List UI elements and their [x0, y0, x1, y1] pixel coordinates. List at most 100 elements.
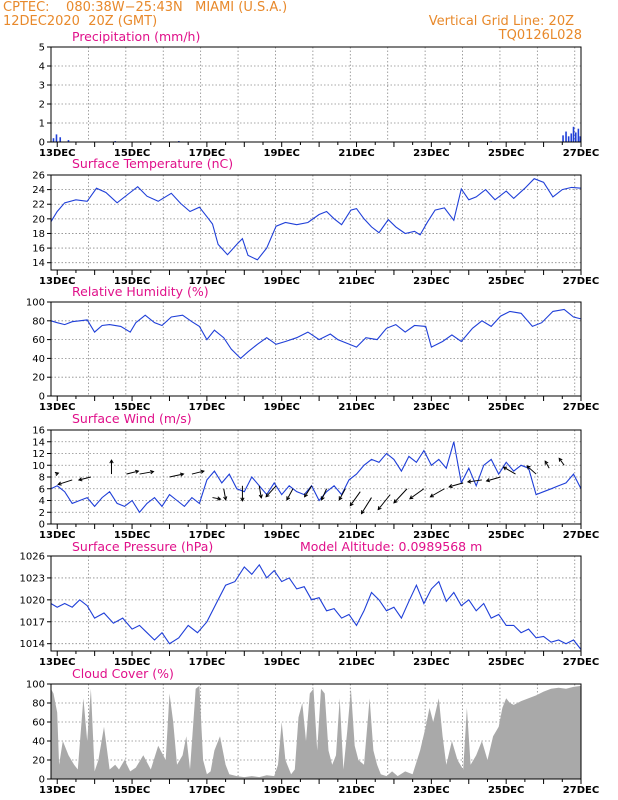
wind-vector-head: [223, 496, 228, 501]
cloud-frame: [50, 683, 582, 780]
temp-xtick-label: 21DEC: [338, 276, 374, 287]
pres-line: [50, 563, 582, 650]
cloud-title: Cloud Cover (%): [72, 666, 174, 681]
wind-title: Surface Wind (m/s): [72, 411, 192, 426]
temp-ytick-label: 22: [32, 200, 45, 211]
wind-ytick-label: 14: [32, 437, 45, 448]
rh-xtick-label: 27DEC: [563, 402, 599, 413]
wind-vector-head: [320, 496, 325, 501]
model-altitude-note: Model Altitude: 0.0989568 m: [300, 539, 483, 554]
pres-xtick-label: 27DEC: [563, 657, 599, 668]
cloud-ytick-label: 20: [32, 756, 45, 767]
wind-vector: [377, 494, 391, 510]
temp-title: Surface Temperature (nC): [72, 156, 234, 171]
wind-vector-head: [217, 496, 222, 501]
rh-xtick-label: 23DEC: [413, 402, 449, 413]
rh-line: [50, 308, 582, 360]
temp-xtick-label: 19DEC: [264, 276, 300, 287]
wind-vector: [286, 488, 294, 500]
temp-ytick-label: 18: [32, 229, 45, 240]
rh-ytick-label: 100: [26, 298, 45, 309]
wind-vector: [58, 479, 73, 485]
wind-vector-head: [429, 493, 434, 498]
rh-ytick-label: 0: [39, 392, 45, 403]
precip-ytick-label: 0: [39, 138, 45, 149]
cloud-ytick-label: 100: [26, 680, 45, 691]
temp-ytick-label: 24: [32, 185, 45, 196]
precip-xtick-label: 21DEC: [338, 148, 374, 159]
wind-xtick-label: 17DEC: [189, 530, 225, 541]
wind-vector-head: [485, 478, 491, 483]
wind-xtick-label: 13DEC: [39, 530, 75, 541]
cloud-ytick-label: 40: [32, 737, 45, 748]
precip-bar: [574, 132, 577, 142]
wind-ytick-label: 10: [32, 461, 45, 472]
precip-ytick-label: 1: [39, 119, 45, 130]
temp-xtick-label: 23DEC: [413, 276, 449, 287]
wind-vector-head: [258, 494, 263, 499]
wind-vector: [486, 476, 501, 482]
wind-xtick-label: 19DEC: [264, 530, 300, 541]
wind-vector: [321, 488, 328, 500]
wind-vector: [503, 466, 516, 475]
cloud-xtick-label: 15DEC: [114, 785, 150, 796]
wind-vector: [526, 465, 537, 475]
wind-vector: [304, 485, 313, 498]
wind-xtick-label: 23DEC: [413, 530, 449, 541]
wind-vector-head: [466, 479, 472, 484]
rh-ytick-label: 80: [32, 316, 45, 327]
wind-vector: [126, 470, 139, 475]
cloud-area: [50, 685, 581, 779]
wind-xtick-label: 21DEC: [338, 530, 374, 541]
precip-bar: [565, 131, 567, 142]
wind-vector: [544, 460, 550, 469]
pres-ytick-label: 1017: [20, 617, 45, 628]
precip-bar: [570, 133, 573, 142]
precip-xtick-label: 15DEC: [114, 148, 150, 159]
pres-xtick-label: 13DEC: [39, 657, 75, 668]
precip-ytick-label: 5: [39, 43, 45, 54]
pres-xtick-label: 21DEC: [338, 657, 374, 668]
wind-xtick-label: 25DEC: [488, 530, 524, 541]
rh-xtick-label: 15DEC: [114, 402, 150, 413]
wind-xtick-label: 27DEC: [563, 530, 599, 541]
cloud-xtick-label: 25DEC: [488, 785, 524, 796]
wind-ytick-label: 12: [32, 449, 45, 460]
wind-vector-head: [502, 466, 508, 471]
cloud-panel: 0 20 40 60 80 100 13DEC 15DEC 17DEC 19DEC 21DEC 23D…: [26, 680, 599, 797]
pres-xtick-label: 17DEC: [189, 657, 225, 668]
wind-vector: [212, 497, 221, 500]
rh-ytick-label: 60: [32, 335, 45, 346]
wind-vector-head: [109, 459, 114, 464]
cloud-ytick-label: 0: [39, 775, 45, 786]
wind-xtick-label: 15DEC: [114, 530, 150, 541]
wind-vector: [449, 482, 464, 488]
cloud-xtick-label: 17DEC: [189, 785, 225, 796]
precip-ytick-label: 3: [39, 81, 45, 92]
precip-bar: [579, 136, 582, 142]
wind-vector: [467, 479, 482, 483]
temp-xtick-label: 27DEC: [563, 276, 599, 287]
wind-vector-head: [286, 496, 291, 501]
rh-xtick-label: 21DEC: [338, 402, 374, 413]
temp-ytick-label: 26: [32, 171, 45, 182]
temp-xtick-label: 25DEC: [488, 276, 524, 287]
wind-vector-head: [200, 469, 205, 474]
pres-ytick-label: 1023: [20, 573, 45, 584]
wind-vector: [191, 470, 205, 475]
precip-xtick-label: 13DEC: [39, 148, 75, 159]
rh-xtick-label: 19DEC: [264, 402, 300, 413]
wind-vector: [139, 471, 154, 475]
wind-vector-head: [179, 472, 185, 477]
pres-xtick-label: 19DEC: [264, 657, 300, 668]
wind-vector: [258, 485, 262, 498]
temp-ytick-label: 16: [32, 244, 45, 255]
wind-vector-head: [393, 499, 398, 504]
wind-vector-head: [54, 471, 60, 476]
cloud-xtick-label: 27DEC: [563, 785, 599, 796]
rh-panel: 0 20 40 60 80 100 13DEC 15DEC 17DEC 19DEC 21DEC 23D…: [26, 298, 599, 414]
pres-ytick-label: 1026: [20, 552, 45, 563]
wind-frame: [50, 429, 582, 525]
wind-vector-head: [150, 470, 155, 475]
